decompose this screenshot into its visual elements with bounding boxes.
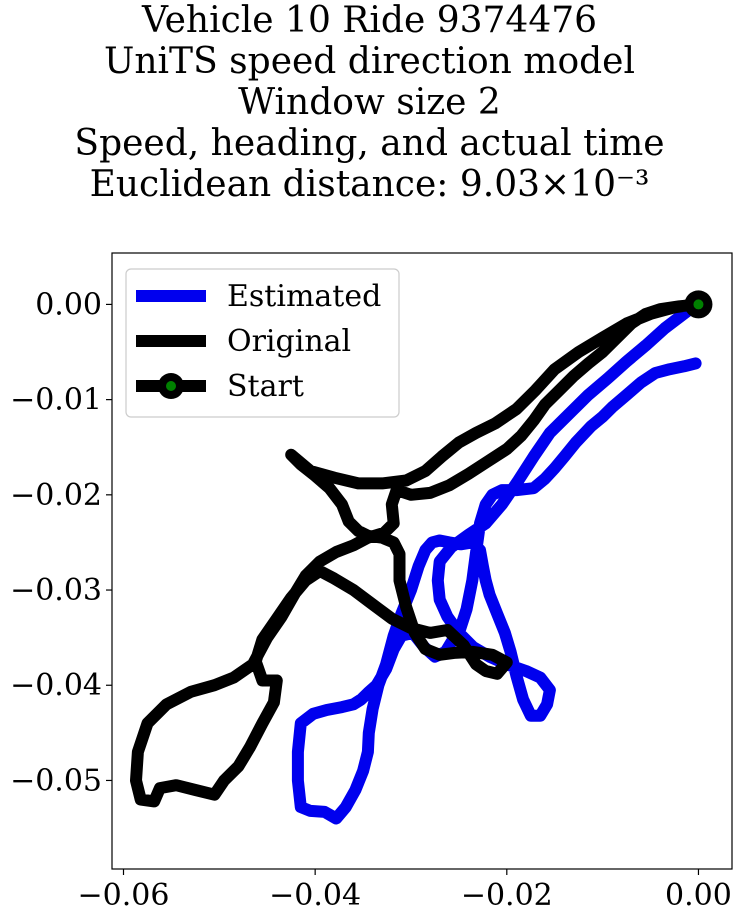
x-tick-label: −0.04 [269,878,361,913]
y-tick-label: −0.04 [10,668,102,703]
series-layer [130,290,713,825]
title-line-5: Euclidean distance: 9.03×10⁻³ [89,164,650,205]
y-tick-label: −0.05 [10,763,102,798]
title-line-2: UniTS speed direction model [104,41,635,82]
plot-frame [111,252,733,870]
legend-label-original: Original [227,324,351,359]
series-line-estimated [291,300,702,825]
y-tick-label: 0.00 [35,287,102,322]
x-tick-label: 0.00 [665,878,732,913]
title-line-1: Vehicle 10 Ride 9374476 [141,0,598,41]
chart-title: Vehicle 10 Ride 9374476 UniTS speed dire… [0,0,739,205]
title-line-4: Speed, heading, and actual time [74,123,665,164]
legend-start-marker-inner [166,381,176,391]
title-line-3: Window size 2 [238,82,501,123]
legend-label-estimated: Estimated [227,279,381,314]
axis-ticks: −0.06 −0.04 −0.02 0.00 0.00 −0.01 −0.02 −0.03 −0… [10,287,732,913]
y-tick-label: −0.02 [10,478,102,513]
series-line-original [130,298,705,808]
legend: Estimated Original Start [125,268,400,418]
start-marker-center [693,299,704,310]
legend-label-start: Start [227,369,304,404]
y-tick-label: −0.03 [10,573,102,608]
x-tick-label: −0.06 [78,878,170,913]
y-tick-label: −0.01 [10,383,102,418]
x-tick-label: −0.02 [461,878,553,913]
